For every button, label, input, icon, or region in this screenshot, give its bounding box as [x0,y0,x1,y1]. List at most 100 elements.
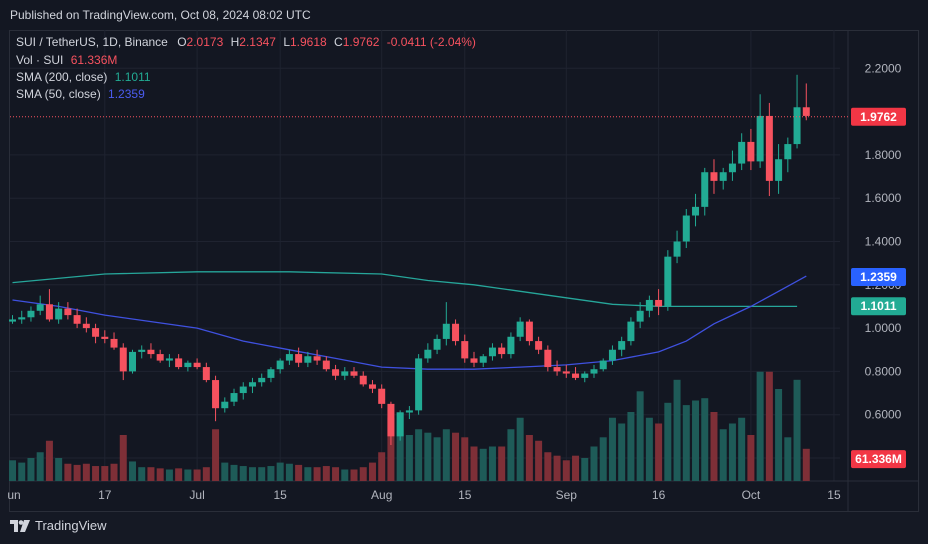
candle [544,345,552,372]
candle [239,382,247,400]
volume-label[interactable]: Vol · SUI [16,53,64,67]
candle [221,397,229,413]
candle-body [553,367,561,372]
candle-body [64,308,72,316]
volume-bar [415,429,423,481]
candle [101,330,109,344]
volume-bar [572,455,580,481]
candle [415,354,423,415]
volume-bar [313,467,321,481]
close-value: 1.9762 [342,35,380,49]
candle [128,349,136,374]
price-badge: 1.2359 [851,268,906,287]
candle-body [479,356,487,363]
candle-body [636,310,644,322]
volume-bar [507,429,515,481]
candle [461,334,469,363]
candle [396,410,404,441]
price-badge-bg [851,107,906,126]
candle [775,144,783,194]
sma50-label[interactable]: SMA (50, close) [16,87,101,101]
volume-bar [64,463,72,481]
volume-bar [692,400,700,481]
candle [710,159,718,194]
volume-bar [138,467,146,481]
tradingview-brand[interactable]: TradingView [10,518,107,533]
tradingview-logo-icon [10,519,30,532]
candle [230,388,238,407]
candle [498,343,506,359]
candle [387,401,395,446]
candle [313,349,321,365]
x-tick-label: 15 [458,488,472,502]
candle [175,354,183,370]
candle [322,356,330,372]
candle-body [581,373,589,378]
volume-bar [442,429,450,481]
candle-body [590,369,598,374]
candle-body [175,358,183,368]
candle-body [212,380,220,409]
volume-bar [248,467,256,481]
candle-body [55,308,63,320]
sma200-label[interactable]: SMA (200, close) [16,70,108,84]
volume-bar [295,464,303,481]
candle [452,319,460,346]
volume-bar [36,452,44,481]
candle-body [295,354,303,363]
volume-bar [802,448,810,481]
volume-bar [359,467,367,481]
sma50-line [12,275,807,370]
volume-bar [627,412,635,481]
candle [608,345,616,365]
candle-body [36,304,44,311]
candle-body [645,299,653,311]
candle-body [230,393,238,402]
volume-bar [701,398,709,481]
x-tick-label: 17 [98,488,112,502]
candle-body [73,315,81,324]
candle [627,317,635,346]
volume-bar [710,412,718,481]
candle-body [18,317,26,320]
candle [433,334,441,355]
candle-body [396,412,404,437]
volume-bar [101,466,109,481]
volume-bar [92,466,100,481]
candle [73,308,81,329]
symbol-label[interactable]: SUI / TetherUS, 1D, Binance [16,35,168,49]
volume-bar [128,461,136,481]
volume-bar [608,417,616,481]
volume-bar [267,466,275,481]
candle-body [378,388,386,404]
volume-bar [562,460,570,481]
candle-body [45,304,53,320]
volume-bar [775,389,783,481]
candle-body [350,371,358,376]
candle-body [738,141,746,164]
candle-body [138,349,146,352]
low-value: 1.9618 [290,35,327,49]
candle-body [184,362,192,368]
volume-bar [498,446,506,481]
volume-bar [110,463,118,481]
candle-body [488,347,496,357]
volume-bar [45,440,53,481]
volume-bar [212,429,220,481]
candle-body [313,356,321,361]
volume-bar [387,417,395,481]
candle-body [608,349,616,361]
volume-bar [322,466,330,481]
volume-bar [793,379,801,481]
candle [359,371,367,387]
volume-bar [221,462,229,481]
volume-bar [682,405,690,481]
price-badge-bg [851,268,906,287]
candle-body [692,206,700,216]
candle [553,360,561,376]
price-badge-bg [851,450,906,469]
candle [488,343,496,361]
volume-bar [525,435,533,481]
published-text: Published on TradingView.com, Oct 08, 20… [10,8,311,22]
